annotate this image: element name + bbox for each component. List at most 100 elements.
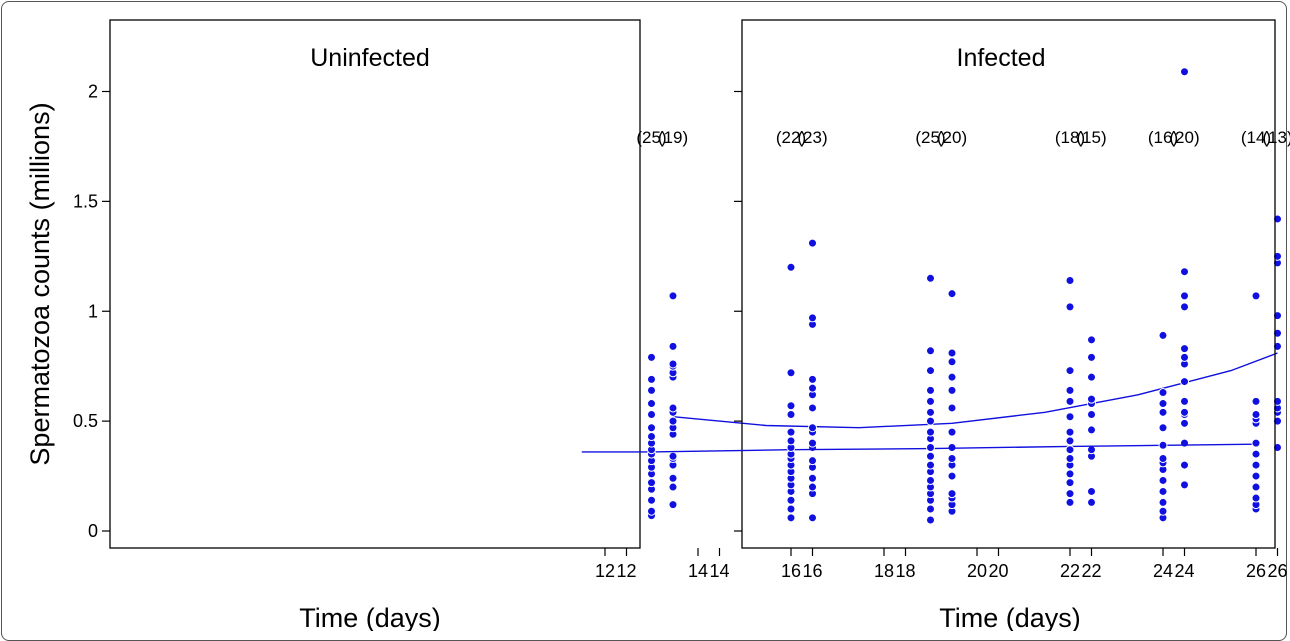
data-point xyxy=(786,495,796,505)
data-point xyxy=(1158,407,1168,417)
data-point xyxy=(926,416,935,426)
data-point xyxy=(1087,352,1096,362)
data-point xyxy=(647,432,656,442)
data-point xyxy=(1065,396,1075,406)
data-point xyxy=(808,438,817,448)
data-point xyxy=(786,262,796,272)
y-axis-title: Spermatozoa counts (millions) xyxy=(25,102,55,465)
plot-frame xyxy=(109,19,641,549)
data-point xyxy=(1180,480,1189,490)
data-point xyxy=(1065,445,1075,455)
data-point xyxy=(1180,460,1189,470)
data-point xyxy=(1158,388,1168,398)
data-point xyxy=(1087,372,1096,382)
x-tick-label: 12 xyxy=(616,561,636,581)
x-axis-title: Time (days) xyxy=(299,603,441,631)
data-point xyxy=(1180,344,1189,354)
data-point xyxy=(668,451,678,461)
data-point xyxy=(1180,291,1189,301)
data-point xyxy=(647,385,656,395)
data-point xyxy=(947,427,957,437)
panel-title: Infected xyxy=(957,44,1046,72)
sample-size-label: (25) xyxy=(636,128,666,147)
data-point xyxy=(786,504,796,514)
data-point xyxy=(947,453,957,463)
data-point xyxy=(808,456,817,466)
y-tick-label: 0 xyxy=(88,521,98,541)
data-point xyxy=(1065,436,1075,446)
data-point xyxy=(668,482,678,492)
data-point xyxy=(808,423,817,433)
data-point xyxy=(926,515,935,525)
data-point xyxy=(786,410,796,420)
data-point xyxy=(1065,275,1075,285)
data-point xyxy=(1180,377,1189,387)
data-point xyxy=(1158,399,1168,409)
data-point xyxy=(926,475,935,485)
x-tick-label: 22 xyxy=(1081,561,1101,581)
data-point xyxy=(668,359,678,369)
x-tick-label: 12 xyxy=(595,561,615,581)
data-point xyxy=(1251,449,1261,459)
data-point xyxy=(926,396,935,406)
sample-size-label: (25) xyxy=(915,128,945,147)
data-point xyxy=(647,423,656,433)
data-point xyxy=(1158,440,1168,450)
data-point xyxy=(786,368,796,378)
data-point xyxy=(1251,291,1261,301)
data-point xyxy=(647,374,656,384)
data-point xyxy=(1087,425,1096,435)
data-point xyxy=(1251,482,1261,492)
data-point xyxy=(1087,394,1096,404)
data-point xyxy=(1251,460,1261,470)
data-point xyxy=(926,442,935,452)
sample-size-label: (13) xyxy=(1262,128,1290,147)
x-tick-label: 16 xyxy=(802,561,822,581)
data-point xyxy=(668,341,678,351)
data-point xyxy=(926,385,935,395)
panel-infected: Infected Time (days) 12 14 16 18 20 22 24 26 (25… xyxy=(581,19,1276,631)
data-point xyxy=(786,513,796,523)
x-tick-label: 20 xyxy=(988,561,1008,581)
trend-line xyxy=(672,352,1278,429)
data-point xyxy=(926,366,935,376)
data-point xyxy=(1087,410,1096,420)
data-point xyxy=(1065,366,1075,376)
data-point xyxy=(1251,493,1261,503)
data-point xyxy=(1180,267,1189,277)
data-point xyxy=(1251,396,1261,406)
data-point xyxy=(1180,418,1189,428)
data-point xyxy=(1251,410,1261,420)
data-point xyxy=(947,489,957,499)
data-point xyxy=(947,289,957,299)
data-point xyxy=(1180,67,1189,77)
data-point xyxy=(808,482,817,492)
data-point xyxy=(1158,423,1168,433)
x-tick-label: 18 xyxy=(874,561,894,581)
data-point xyxy=(947,403,957,413)
data-point xyxy=(926,427,935,437)
data-point xyxy=(1158,475,1168,485)
data-point xyxy=(808,383,817,393)
data-point xyxy=(947,357,957,367)
sample-size-label: (18) xyxy=(1055,128,1085,147)
y-tick-label: 1 xyxy=(88,301,98,321)
x-tick-label: 22 xyxy=(1060,561,1080,581)
x-tick-label: 26 xyxy=(1267,561,1287,581)
data-point xyxy=(1065,497,1075,507)
data-point xyxy=(668,416,678,426)
data-point xyxy=(926,460,935,470)
data-point xyxy=(1087,486,1096,496)
sample-size-label: (22) xyxy=(776,128,806,147)
data-point xyxy=(926,407,935,417)
data-point xyxy=(786,401,796,411)
data-point xyxy=(1065,469,1075,479)
x-tick-label: 26 xyxy=(1246,561,1266,581)
x-tick-label: 16 xyxy=(781,561,801,581)
data-point xyxy=(1251,471,1261,481)
data-point xyxy=(1158,506,1168,516)
x-tick-label: 20 xyxy=(967,561,987,581)
data-point xyxy=(926,504,935,514)
sample-size-label: (15) xyxy=(1076,128,1106,147)
data-point xyxy=(1087,497,1096,507)
